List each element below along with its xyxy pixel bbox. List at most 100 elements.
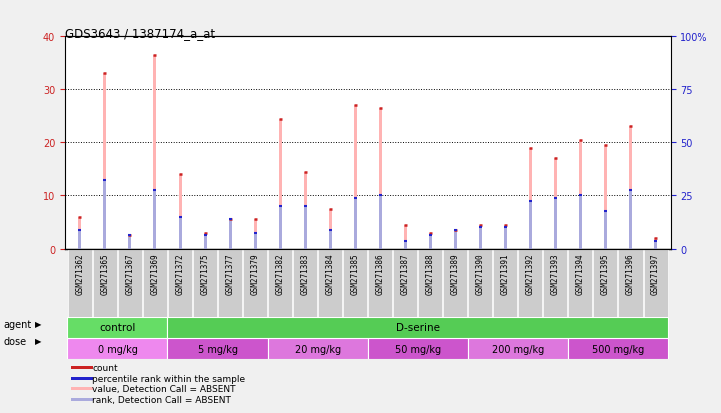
Bar (593, 249, 617, 317)
Bar (318, 249, 342, 317)
Text: 200 mg/kg: 200 mg/kg (492, 344, 544, 354)
Bar (604, 146, 607, 249)
Bar (203, 236, 206, 249)
Text: ▶: ▶ (35, 336, 41, 345)
Bar (469, 249, 492, 317)
Bar (68, 249, 92, 317)
Bar (168, 249, 192, 317)
Bar (304, 206, 306, 249)
Bar (579, 196, 582, 249)
Bar (654, 241, 657, 249)
Bar (167, 338, 267, 359)
Text: GSM271385: GSM271385 (350, 252, 360, 294)
Bar (128, 236, 131, 249)
Bar (604, 212, 607, 249)
Text: GSM271394: GSM271394 (576, 252, 585, 294)
Bar (71, 387, 93, 390)
Text: GSM271377: GSM271377 (226, 252, 234, 294)
Text: 50 mg/kg: 50 mg/kg (394, 344, 441, 354)
Text: GSM271393: GSM271393 (551, 252, 560, 294)
Bar (179, 217, 182, 249)
Bar (368, 249, 392, 317)
Bar (154, 56, 156, 249)
Bar (229, 220, 231, 249)
Bar (454, 230, 457, 249)
Bar (118, 249, 142, 317)
Bar (278, 206, 282, 249)
Text: GSM271384: GSM271384 (326, 252, 335, 294)
Text: GSM271395: GSM271395 (601, 252, 610, 294)
Bar (504, 228, 507, 249)
Bar (619, 249, 642, 317)
Text: GSM271383: GSM271383 (301, 252, 309, 294)
Bar (354, 106, 357, 249)
Bar (479, 228, 482, 249)
Bar (379, 109, 381, 249)
Bar (404, 225, 407, 249)
Text: GSM271367: GSM271367 (125, 252, 134, 294)
Bar (343, 249, 367, 317)
Bar (429, 236, 432, 249)
Text: control: control (99, 323, 136, 332)
Bar (429, 233, 432, 249)
Bar (93, 249, 117, 317)
Bar (167, 317, 668, 338)
Bar (203, 233, 206, 249)
Bar (468, 338, 568, 359)
Text: 5 mg/kg: 5 mg/kg (198, 344, 237, 354)
Text: GSM271362: GSM271362 (76, 252, 84, 294)
Bar (418, 249, 442, 317)
Bar (579, 140, 582, 249)
Bar (218, 249, 242, 317)
Text: ▶: ▶ (35, 320, 41, 329)
Text: rank, Detection Call = ABSENT: rank, Detection Call = ABSENT (92, 395, 231, 404)
Text: agent: agent (4, 319, 32, 329)
Bar (79, 230, 81, 249)
Bar (654, 238, 657, 249)
Text: 500 mg/kg: 500 mg/kg (592, 344, 644, 354)
Bar (529, 201, 532, 249)
Bar (443, 249, 467, 317)
Bar (243, 249, 267, 317)
Bar (454, 230, 457, 249)
Bar (644, 249, 668, 317)
Bar (329, 230, 332, 249)
Bar (268, 249, 292, 317)
Text: GSM271382: GSM271382 (275, 252, 285, 294)
Bar (404, 241, 407, 249)
Bar (544, 249, 567, 317)
Bar (79, 217, 81, 249)
Bar (479, 225, 482, 249)
Bar (193, 249, 217, 317)
Bar (128, 236, 131, 249)
Bar (554, 159, 557, 249)
Bar (254, 233, 257, 249)
Bar (629, 191, 632, 249)
Text: GSM271372: GSM271372 (175, 252, 185, 294)
Text: GSM271375: GSM271375 (200, 252, 210, 294)
Bar (493, 249, 518, 317)
Bar (568, 338, 668, 359)
Bar (529, 148, 532, 249)
Text: GSM271369: GSM271369 (151, 252, 159, 294)
Bar (329, 209, 332, 249)
Text: GSM271389: GSM271389 (451, 252, 460, 294)
Bar (67, 317, 167, 338)
Bar (393, 249, 417, 317)
Text: GSM271387: GSM271387 (401, 252, 410, 294)
Text: 20 mg/kg: 20 mg/kg (295, 344, 341, 354)
Bar (267, 338, 368, 359)
Bar (518, 249, 542, 317)
Text: percentile rank within the sample: percentile rank within the sample (92, 374, 245, 383)
Text: GSM271388: GSM271388 (426, 252, 435, 294)
Bar (71, 398, 93, 401)
Text: GSM271386: GSM271386 (376, 252, 385, 294)
Bar (568, 249, 593, 317)
Bar (554, 199, 557, 249)
Text: GSM271397: GSM271397 (651, 252, 660, 294)
Bar (254, 220, 257, 249)
Text: GDS3643 / 1387174_a_at: GDS3643 / 1387174_a_at (65, 27, 215, 40)
Bar (629, 127, 632, 249)
Bar (278, 119, 282, 249)
Bar (71, 366, 93, 369)
